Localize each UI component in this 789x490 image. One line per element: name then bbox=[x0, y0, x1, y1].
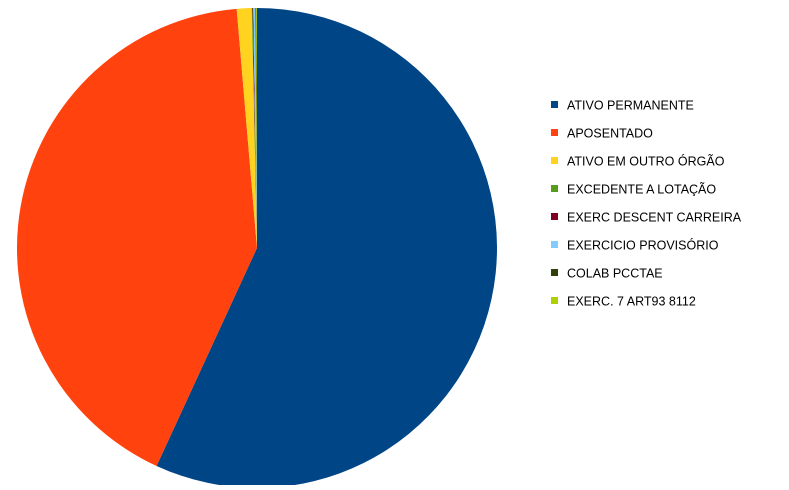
pie-slice-aposentado bbox=[16, 8, 258, 466]
pie-slice-colab-pcctae bbox=[255, 8, 257, 248]
legend-label: COLAB PCCTAE bbox=[567, 267, 663, 281]
legend-label: EXERC. 7 ART93 8112 bbox=[567, 295, 696, 309]
legend-item-colab-pcctae: COLAB PCCTAE bbox=[551, 267, 663, 281]
legend-swatch bbox=[551, 157, 558, 164]
legend-swatch bbox=[551, 129, 558, 136]
pie-slice-exerc-7-art93-8112 bbox=[256, 8, 257, 248]
legend-label: EXCEDENTE A LOTAÇÃO bbox=[567, 183, 716, 197]
legend-swatch bbox=[551, 269, 558, 276]
pie-slices bbox=[16, 8, 497, 488]
legend-swatch bbox=[551, 241, 558, 248]
legend-item-exerc-7-art93-8112: EXERC. 7 ART93 8112 bbox=[551, 295, 696, 309]
legend-swatch bbox=[551, 101, 558, 108]
legend-swatch bbox=[551, 185, 558, 192]
legend-swatch bbox=[551, 213, 558, 220]
pie-slice-ativo-permanente bbox=[156, 8, 497, 488]
legend-item-excedente-a-lotacao: EXCEDENTE A LOTAÇÃO bbox=[551, 183, 716, 197]
legend-item-ativo-permanente: ATIVO PERMANENTE bbox=[551, 99, 694, 113]
legend-label: ATIVO PERMANENTE bbox=[567, 99, 694, 113]
legend-label: EXERCICIO PROVISÓRIO bbox=[567, 238, 719, 253]
legend-item-exerc-descent-carreira: EXERC DESCENT CARREIRA bbox=[551, 211, 742, 225]
legend-label: APOSENTADO bbox=[567, 127, 653, 141]
pie-slice-ativo-em-outro-orgao bbox=[236, 8, 257, 249]
legend-item-ativo-em-outro-orgao: ATIVO EM OUTRO ÓRGÃO bbox=[551, 154, 725, 169]
pie-slice-excedente-a-lotacao bbox=[251, 8, 257, 249]
legend-label: ATIVO EM OUTRO ÓRGÃO bbox=[567, 154, 725, 169]
pie-slice-exercicio-provisorio bbox=[253, 8, 257, 249]
legend-item-aposentado: APOSENTADO bbox=[551, 127, 653, 141]
legend-item-exercicio-provisorio: EXERCICIO PROVISÓRIO bbox=[551, 238, 719, 253]
legend: ATIVO PERMANENTE APOSENTADO ATIVO EM OUTRO… bbox=[551, 99, 742, 309]
legend-swatch bbox=[551, 297, 558, 304]
legend-label: EXERC DESCENT CARREIRA bbox=[567, 211, 742, 225]
pie-slice-exerc-descent-carreira bbox=[252, 8, 257, 249]
